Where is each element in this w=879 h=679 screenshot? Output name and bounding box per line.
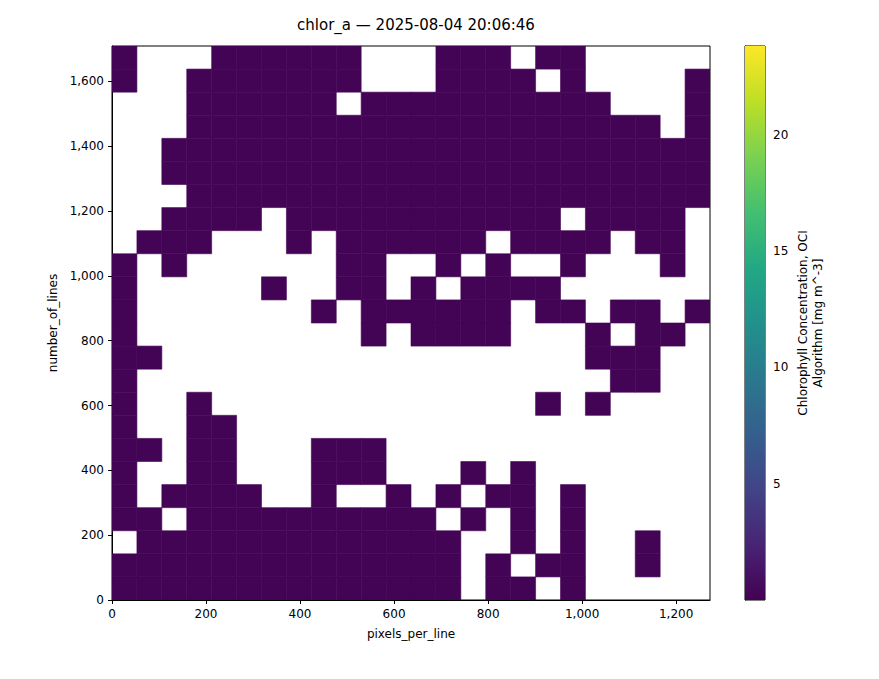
svg-text:1,400: 1,400	[70, 139, 104, 153]
svg-text:0: 0	[108, 607, 116, 621]
svg-text:20: 20	[773, 128, 788, 142]
svg-text:0: 0	[96, 593, 104, 607]
svg-text:1,200: 1,200	[659, 607, 693, 621]
svg-text:1,200: 1,200	[70, 204, 104, 218]
svg-text:number_of_lines: number_of_lines	[46, 274, 60, 372]
svg-text:chlor_a — 2025-08-04 20:06:46: chlor_a — 2025-08-04 20:06:46	[297, 16, 535, 35]
svg-text:600: 600	[81, 399, 104, 413]
svg-text:200: 200	[195, 607, 218, 621]
svg-text:10: 10	[773, 360, 788, 374]
svg-text:200: 200	[81, 528, 104, 542]
svg-text:Chlorophyll Concentration, OCI: Chlorophyll Concentration, OCI	[796, 230, 810, 415]
svg-text:800: 800	[477, 607, 500, 621]
svg-text:600: 600	[383, 607, 406, 621]
svg-text:800: 800	[81, 334, 104, 348]
svg-text:15: 15	[773, 244, 788, 258]
svg-text:1,600: 1,600	[70, 74, 104, 88]
svg-text:400: 400	[289, 607, 312, 621]
svg-text:1,000: 1,000	[70, 269, 104, 283]
svg-text:Algorithm [mg m^-3]: Algorithm [mg m^-3]	[811, 259, 825, 388]
svg-text:pixels_per_line: pixels_per_line	[367, 627, 455, 641]
svg-text:5: 5	[773, 477, 781, 491]
svg-text:1,000: 1,000	[565, 607, 599, 621]
svg-text:400: 400	[81, 463, 104, 477]
